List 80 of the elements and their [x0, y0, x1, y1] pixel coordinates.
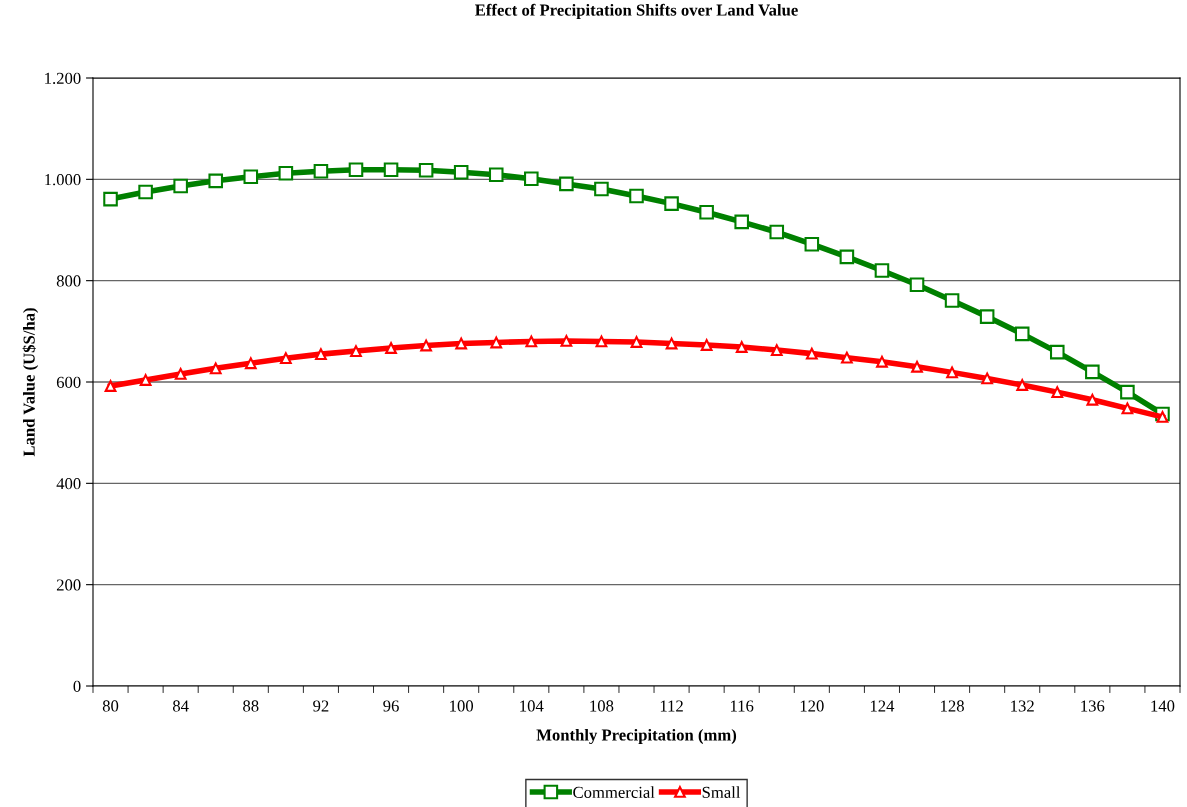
point [173, 178, 188, 194]
y-tick-label: 0 [73, 680, 81, 692]
legend-label: Commercial [573, 786, 655, 798]
point [839, 249, 855, 265]
point [1014, 326, 1030, 342]
point [1121, 402, 1134, 415]
legend-label: Small [702, 786, 741, 798]
point [455, 337, 468, 350]
point [981, 372, 994, 385]
y-axis-title: Land Value (U$S/ha) [22, 308, 39, 457]
x-tick-label: 128 [941, 700, 964, 712]
point [1086, 393, 1099, 406]
point [946, 366, 958, 379]
point [876, 355, 888, 368]
point [383, 162, 399, 177]
point [699, 204, 714, 220]
point [524, 171, 539, 187]
x-tick-label: 132 [1011, 700, 1034, 712]
point [420, 339, 433, 352]
point [488, 167, 504, 183]
point [279, 352, 292, 365]
point [909, 277, 925, 293]
point [1085, 364, 1100, 380]
point [278, 165, 294, 181]
x-tick-label: 96 [383, 700, 399, 712]
point [350, 345, 362, 357]
point [595, 335, 608, 348]
point [1120, 384, 1135, 400]
point [209, 362, 222, 375]
point [418, 162, 434, 178]
point [1051, 386, 1064, 399]
x-tick-label: 120 [800, 700, 824, 712]
y-tick-label: 200 [56, 579, 81, 591]
point [804, 236, 820, 252]
point [874, 263, 890, 278]
point [770, 344, 783, 356]
x-axis-title: Monthly Precipitation (mm) [536, 728, 737, 745]
point [944, 293, 960, 308]
point [103, 191, 118, 207]
point [313, 163, 329, 179]
point [315, 348, 327, 361]
x-tick-label: 116 [730, 700, 754, 712]
point [243, 169, 259, 185]
point [525, 335, 538, 348]
point [348, 162, 364, 177]
x-tick-label: 92 [313, 700, 329, 712]
x-tick-label: 104 [520, 700, 544, 712]
y-tick-label: 400 [56, 478, 81, 490]
point [769, 224, 785, 240]
point [594, 181, 609, 197]
point [665, 337, 678, 350]
x-tick-label: 136 [1081, 700, 1105, 712]
x-tick-label: 112 [660, 700, 683, 712]
point [979, 309, 995, 324]
x-tick-label: 124 [870, 700, 895, 712]
point [138, 184, 153, 200]
x-tick-label: 108 [590, 700, 614, 712]
point [911, 360, 923, 373]
y-tick-label: 600 [56, 376, 81, 388]
x-tick-label: 84 [172, 700, 189, 712]
point [1049, 344, 1065, 360]
point [244, 357, 257, 370]
point [559, 176, 574, 192]
point [805, 347, 818, 360]
point [453, 164, 469, 180]
x-tick-label: 100 [450, 700, 474, 712]
y-tick-label: 1.200 [45, 72, 81, 85]
point [174, 367, 187, 380]
point [208, 173, 224, 189]
point [490, 336, 503, 349]
x-tick-label: 88 [243, 700, 259, 712]
point [664, 196, 679, 211]
x-tick-label: 80 [102, 700, 119, 712]
y-tick-label: 800 [56, 275, 81, 287]
y-tick-label: 1.000 [45, 174, 81, 186]
chart-title: Effect of Precipitation Shifts over Land Value [475, 3, 798, 20]
point [840, 351, 853, 364]
point [629, 188, 644, 204]
x-tick-label: 140 [1151, 700, 1175, 712]
point [734, 214, 749, 230]
